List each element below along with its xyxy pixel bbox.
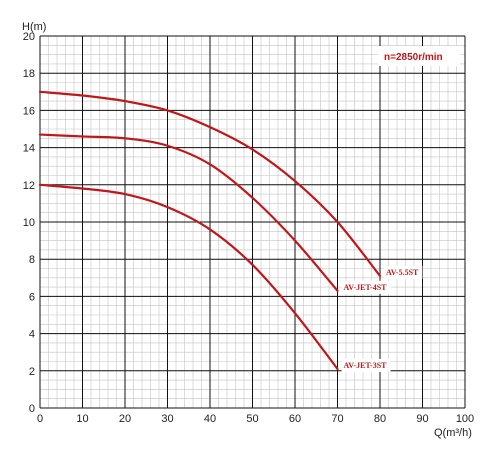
series-label-bg [341, 358, 391, 372]
y-tick-label: 6 [29, 291, 35, 303]
x-tick-label: 10 [76, 413, 88, 425]
series-line-1 [38, 90, 382, 278]
x-tick-label: 0 [37, 413, 43, 425]
y-tick-label: 4 [29, 329, 35, 341]
x-tick-label: 30 [161, 413, 173, 425]
series-line-3 [38, 183, 339, 371]
y-tick-label: 20 [23, 31, 35, 43]
y-tick-label: 18 [23, 68, 35, 80]
x-tick-label: 50 [246, 413, 258, 425]
x-tick-label: 100 [456, 413, 474, 425]
series-label-bg [341, 280, 391, 294]
series-label-3: AV-JET-3ST [344, 361, 388, 370]
speed-annotation: n=2850r/min [384, 52, 443, 63]
y-tick-label: 2 [29, 366, 35, 378]
y-tick-label: 14 [23, 143, 35, 155]
y-tick-labels: 0 2 4 6 8 10 12 14 16 18 20 [23, 31, 35, 415]
series-labels: AV-5.5ST AV-JET-4ST AV-JET-3ST [341, 265, 423, 372]
y-tick-label: 10 [23, 217, 35, 229]
x-tick-label: 40 [204, 413, 216, 425]
x-tick-label: 20 [119, 413, 131, 425]
series-label-2: AV-JET-4ST [344, 283, 388, 292]
x-tick-label: 70 [331, 413, 343, 425]
major-gridlines [39, 35, 466, 409]
series-label-bg [384, 265, 423, 279]
series-label-1: AV-5.5ST [386, 268, 419, 277]
series-line-2 [38, 133, 339, 292]
x-tick-label: 90 [416, 413, 428, 425]
x-tick-labels: 0 10 20 30 40 50 60 70 80 90 100 [37, 413, 474, 425]
y-tick-label: 16 [23, 105, 35, 117]
x-axis-label: Q(m³/h) [434, 427, 472, 439]
y-tick-label: 12 [23, 180, 35, 192]
y-axis-label: H(m) [22, 21, 46, 33]
annotation-box [378, 46, 460, 66]
x-tick-label: 80 [374, 413, 386, 425]
y-tick-label: 0 [29, 403, 35, 415]
y-tick-label: 8 [29, 254, 35, 266]
x-tick-label: 60 [289, 413, 301, 425]
series-lines [38, 90, 382, 371]
